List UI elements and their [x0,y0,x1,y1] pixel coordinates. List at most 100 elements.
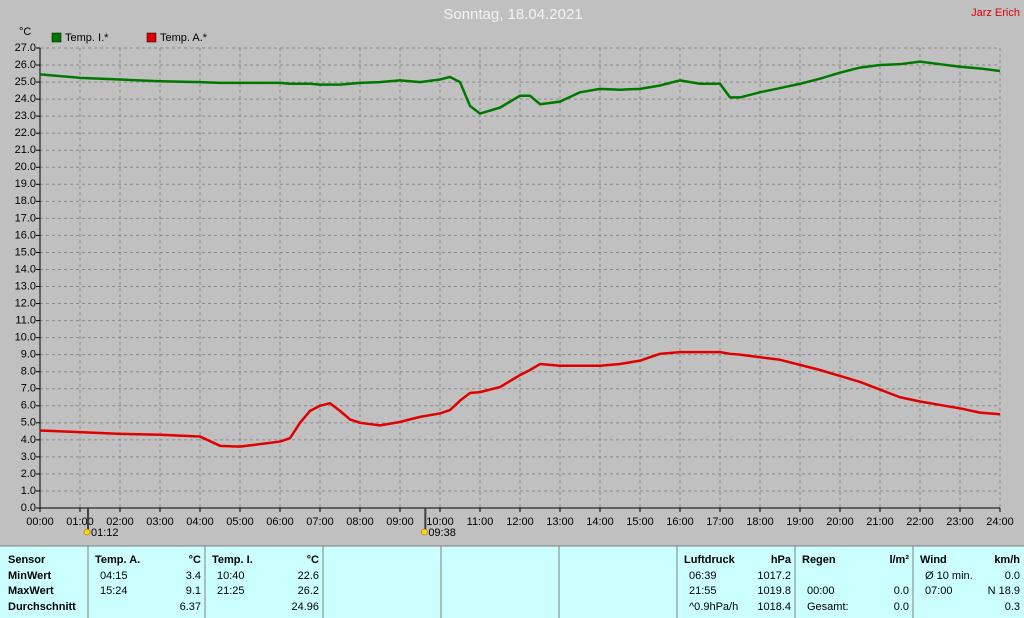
y-tick-label: 11.0 [15,314,36,326]
marker-label: 09:38 [428,527,456,539]
y-tick-label: 16.0 [15,229,36,241]
x-tick-label: 09:00 [386,516,414,528]
row-time: 10:40 [217,570,245,582]
x-tick-label: 20:00 [826,516,854,528]
panel-unit: hPa [771,554,792,566]
y-tick-label: 12.0 [15,297,36,309]
panel-header: Luftdruck [684,554,736,566]
sun-icon [421,528,428,536]
panel-unit: °C [189,554,201,566]
row-value: 22.6 [298,570,319,582]
y-tick-label: 20.0 [15,161,36,173]
panel-unit: °C [307,554,319,566]
x-tick-label: 14:00 [586,516,614,528]
sun-icon [83,528,91,536]
marker-label: 01:12 [91,527,119,539]
row-value: 9.1 [186,585,201,597]
owner: Jarz Erich [971,7,1020,19]
y-tick-label: 8.0 [21,366,36,378]
x-tick-label: 16:00 [666,516,694,528]
row-value: 0.0 [1005,570,1020,582]
panel-header: Wind [920,554,947,566]
panel-header: Temp. I. [212,554,253,566]
x-tick-label: 13:00 [546,516,574,528]
x-tick-label: 10:00 [426,516,454,528]
row-time: 00:00 [807,585,835,597]
row-time: Gesamt: [807,601,849,613]
row-value: 1018.4 [757,601,791,613]
x-tick-label: 03:00 [146,516,174,528]
row-value: 26.2 [298,585,319,597]
row-time: 07:00 [925,585,953,597]
panel-header: Sensor [8,554,46,566]
row-value: 0.3 [1005,601,1020,613]
row-label: MaxWert [8,585,54,597]
y-tick-label: 7.0 [21,383,36,395]
row-time: Ø 10 min. [925,570,973,582]
y-tick-label: 13.0 [15,280,36,292]
row-time: 15:24 [100,585,128,597]
y-tick-label: 6.0 [21,400,36,412]
x-tick-label: 11:00 [467,516,494,528]
chart-title: Sonntag, 18.04.2021 [443,6,582,23]
y-tick-label: 17.0 [15,212,36,224]
x-tick-label: 15:00 [626,516,654,528]
y-tick-label: 10.0 [15,332,36,344]
y-tick-label: 4.0 [21,434,36,446]
series-line [39,60,1001,115]
x-tick-label: 23:00 [946,516,974,528]
panel-unit: l/m² [889,554,909,566]
legend-label: Temp. I.* [65,32,109,44]
y-tick-label: 1.0 [21,485,36,497]
row-value: 24.96 [291,601,319,613]
x-tick-label: 21:00 [866,516,894,528]
x-tick-label: 24:00 [986,516,1014,528]
y-tick-label: 27.0 [15,42,36,54]
x-tick-label: 22:00 [906,516,934,528]
y-tick-label: 25.0 [15,76,36,88]
row-label: MinWert [8,570,52,582]
series-line [39,350,1001,448]
x-tick-label: 19:00 [786,516,814,528]
y-tick-label: 23.0 [15,110,36,122]
summary-panel [0,546,1024,618]
y-tick-label: 18.0 [15,195,36,207]
row-value: 1019.8 [757,585,791,597]
panel-header: Temp. A. [95,554,140,566]
row-time: 21:55 [689,585,717,597]
y-tick-label: 15.0 [15,246,36,258]
y-tick-label: 0.0 [21,502,36,514]
x-tick-label: 05:00 [226,516,254,528]
y-axis-label: °C [19,26,31,38]
x-tick-label: 06:00 [266,516,294,528]
x-tick-label: 12:00 [506,516,534,528]
row-time: 06:39 [689,570,717,582]
y-tick-label: 21.0 [15,144,36,156]
x-tick-label: 04:00 [186,516,214,528]
row-time: 04:15 [100,570,128,582]
x-tick-label: 00:00 [26,516,54,528]
y-tick-label: 2.0 [21,468,36,480]
row-value: 0.0 [894,585,909,597]
x-tick-label: 01:00 [66,516,94,528]
row-value: 1017.2 [757,570,791,582]
x-tick-label: 18:00 [746,516,774,528]
row-time: ^0.9hPa/h [689,601,738,613]
x-tick-label: 07:00 [306,516,334,528]
row-value: 0.0 [894,601,909,613]
row-value: N 18.9 [988,585,1020,597]
legend-label: Temp. A.* [160,32,208,44]
panel-unit: km/h [994,554,1020,566]
y-tick-label: 19.0 [15,178,36,190]
legend-swatch [146,32,157,43]
y-tick-label: 22.0 [15,127,36,139]
y-tick-label: 3.0 [21,451,36,463]
panel-header: Regen [802,554,836,566]
x-tick-label: 17:00 [706,516,734,528]
x-tick-label: 02:00 [106,516,134,528]
row-value: 3.4 [186,570,201,582]
row-label: Durchschnitt [8,601,76,613]
x-tick-label: 08:00 [346,516,374,528]
y-tick-label: 26.0 [15,59,36,71]
